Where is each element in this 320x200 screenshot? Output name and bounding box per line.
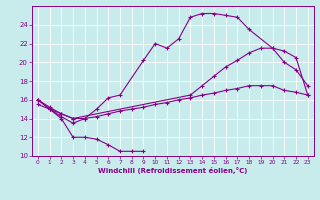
X-axis label: Windchill (Refroidissement éolien,°C): Windchill (Refroidissement éolien,°C) bbox=[98, 167, 247, 174]
